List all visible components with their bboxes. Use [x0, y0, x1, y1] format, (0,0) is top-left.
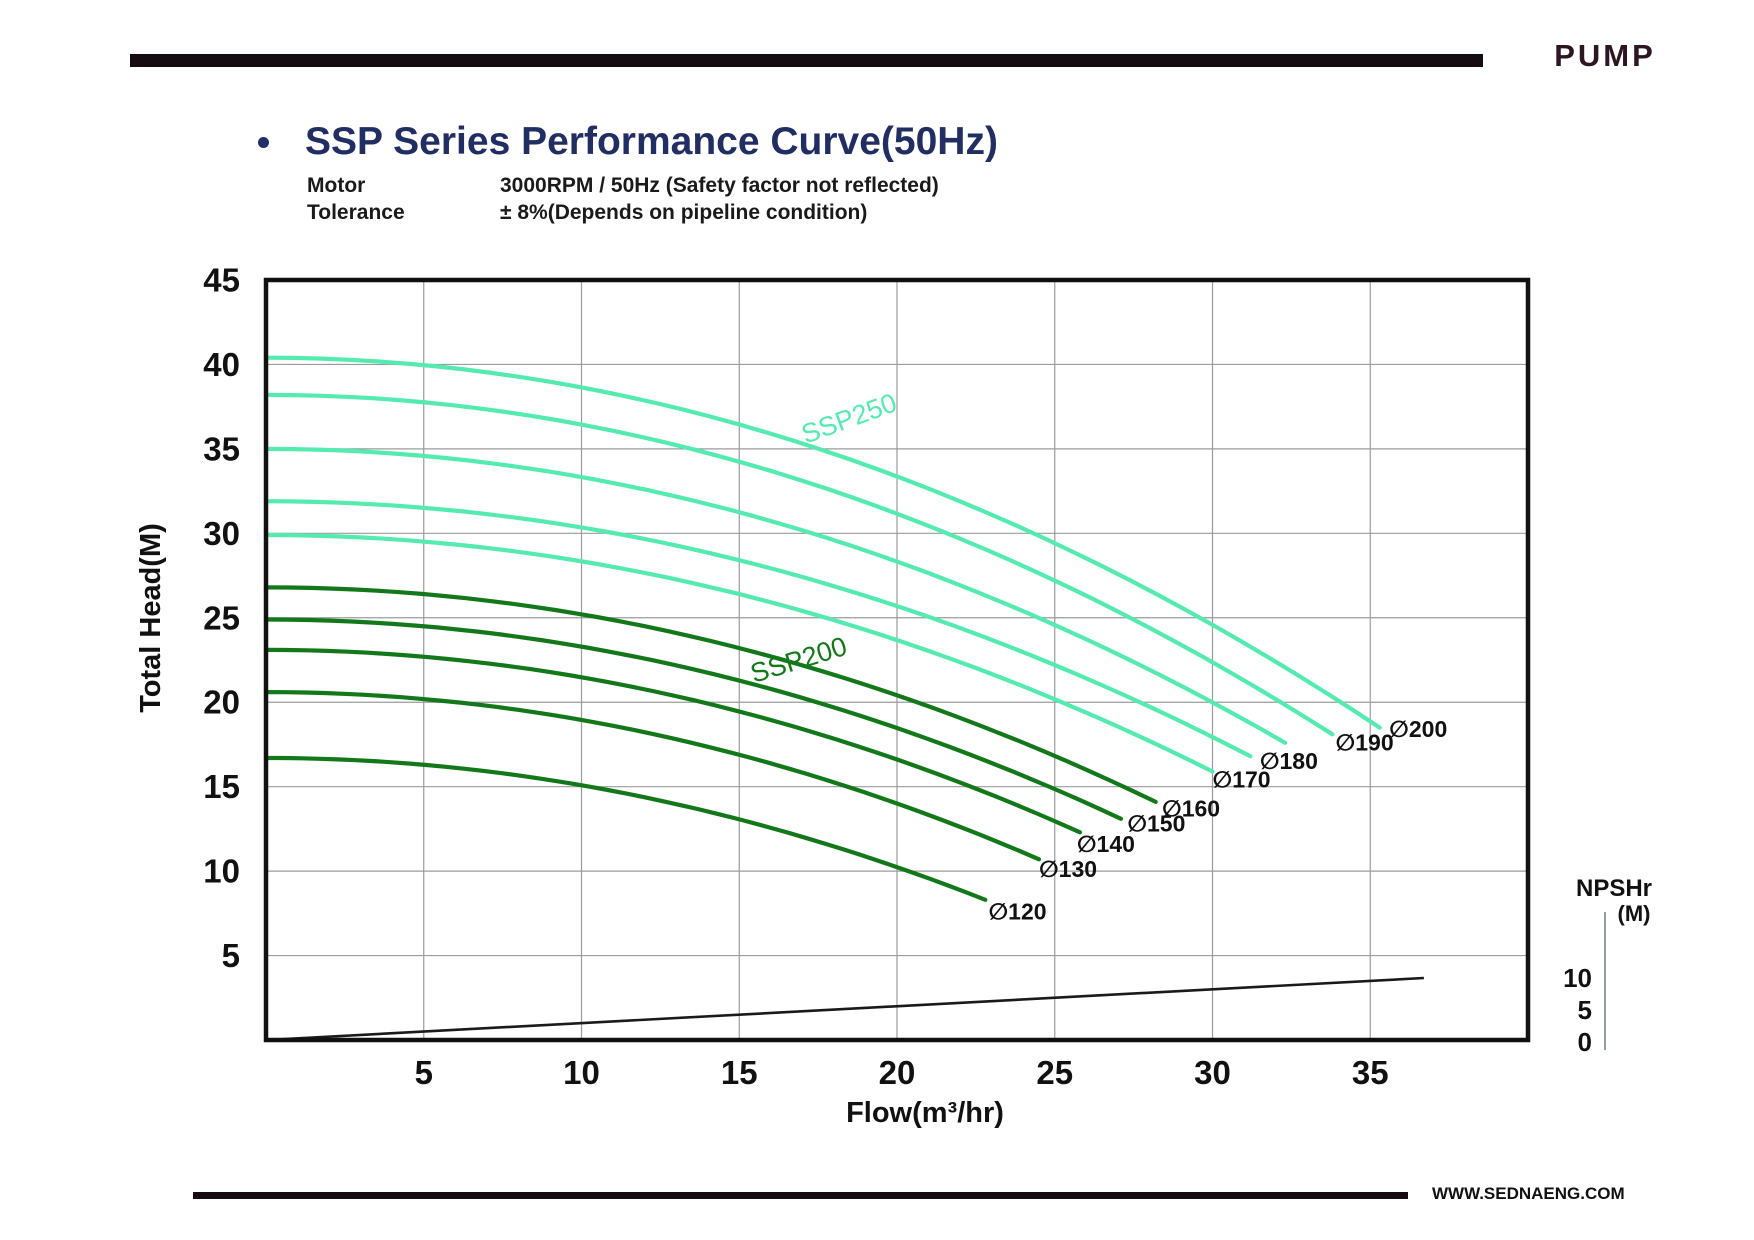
x-tick-label-30: 30 [1194, 1054, 1231, 1091]
x-tick-label-25: 25 [1036, 1054, 1073, 1091]
spec-label: Motor [307, 173, 366, 197]
spec-row-tolerance: Tolerance ± 8%(Depends on pipeline condi… [307, 199, 939, 226]
curve-label-∅130: ∅130 [1039, 856, 1097, 882]
x-tick-label-35: 35 [1352, 1054, 1389, 1091]
pump-curve-SSP250-∅190 [263, 392, 1335, 737]
y-tick-label-10: 10 [203, 853, 240, 890]
pump-curve-SSP250-∅170 [263, 532, 1215, 774]
y-tick-label-5: 5 [222, 937, 240, 974]
pump-curve-SSP250-unlabeled [263, 446, 1288, 745]
pump-curve-SSP200-∅130 [263, 690, 1042, 862]
y-tick-label-45: 45 [203, 262, 240, 299]
npshr-tick-label-0: 0 [1578, 1027, 1592, 1057]
pump-curve-SSP250-∅180 [263, 499, 1253, 759]
curve-label-∅120: ∅120 [988, 898, 1046, 924]
npshr-tick-label-10: 10 [1563, 963, 1592, 993]
spec-label: Tolerance [307, 200, 405, 224]
performance-chart: ∅200∅190 ∅180∅170 SSP250 ∅160∅150∅140∅130 ∅1… [135, 262, 1652, 1130]
y-tick-label-15: 15 [203, 768, 240, 805]
spec-row-motor: Motor 3000RPM / 50Hz (Safety factor not … [307, 172, 939, 199]
title-text: SSP Series Performance Curve(50Hz) [305, 120, 998, 163]
pump-curve-SSP200-∅160 [263, 585, 1158, 804]
spec-value: 3000RPM / 50Hz (Safety factor not reflec… [500, 173, 939, 197]
series-label-SSP250: SSP250 [797, 387, 900, 449]
page-title: SSP Series Performance Curve(50Hz) [258, 116, 998, 168]
y-tick-label-30: 30 [203, 515, 240, 552]
y-tick-label-35: 35 [203, 430, 240, 467]
x-tick-label-10: 10 [563, 1054, 600, 1091]
curve-label-∅180: ∅180 [1260, 748, 1318, 774]
pump-curve-SSP200-∅120 [263, 755, 988, 902]
curve-label-∅200: ∅200 [1389, 716, 1447, 742]
spec-value: ± 8%(Depends on pipeline condition) [500, 200, 868, 224]
y-tick-label-20: 20 [203, 684, 240, 721]
npshr-unit: (M) [1618, 901, 1651, 926]
npshr-tick-label-5: 5 [1578, 995, 1592, 1025]
y-axis-title: Total Head(M) [135, 523, 167, 713]
y-tick-label-40: 40 [203, 346, 240, 383]
series-label-SSP200: SSP200 [747, 631, 851, 689]
x-tick-label-15: 15 [721, 1054, 758, 1091]
header-rule [130, 54, 1483, 67]
y-tick-label-25: 25 [203, 599, 240, 636]
pump-curve-SSP200-∅150 [263, 617, 1124, 821]
curve-label-∅160: ∅160 [1162, 795, 1220, 821]
curve-label-∅170: ∅170 [1213, 767, 1271, 793]
pump-curve-SSP250-∅200 [263, 355, 1382, 730]
footer-rule [193, 1192, 1408, 1199]
npshr-title: NPSHr [1576, 875, 1652, 902]
pump-curve-SSP200-∅140 [263, 647, 1083, 835]
title-bullet-icon [258, 136, 269, 148]
website-text: WWW.SEDNAENG.COM [1432, 1184, 1625, 1203]
npshr-curve [265, 976, 1424, 1042]
curve-label-∅150: ∅150 [1127, 811, 1185, 837]
spec-table: Motor 3000RPM / 50Hz (Safety factor not … [307, 172, 939, 226]
x-axis-title: Flow(m³/hr) [846, 1097, 1004, 1129]
curve-label-∅140: ∅140 [1077, 831, 1135, 857]
x-tick-label-20: 20 [879, 1054, 916, 1091]
brand-text: PUMP [1554, 38, 1656, 73]
plot-border [263, 277, 1531, 1043]
curve-label-∅190: ∅190 [1336, 730, 1394, 756]
x-tick-label-5: 5 [415, 1054, 433, 1091]
